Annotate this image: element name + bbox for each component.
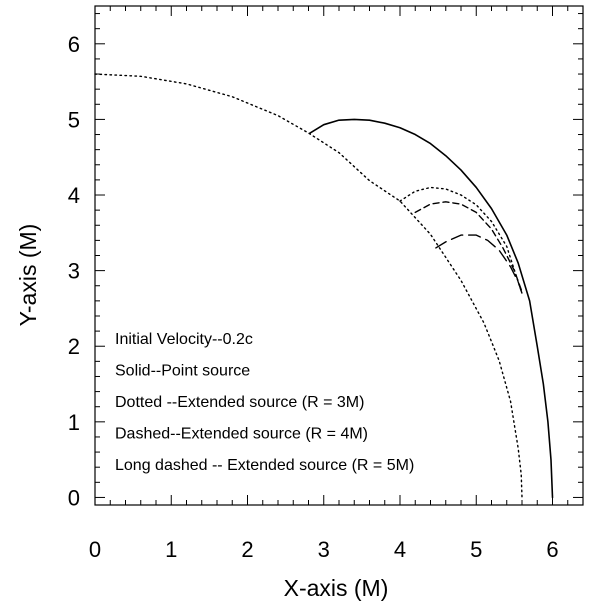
y-tick-label: 2 xyxy=(68,334,80,359)
y-tick-label: 0 xyxy=(68,485,80,510)
y-tick-label: 3 xyxy=(68,259,80,284)
y-axis-title: Y-axis (M) xyxy=(15,224,41,327)
curve-solid-1 xyxy=(309,118,554,499)
legend: Initial Velocity--0.2c Solid--Point sourc… xyxy=(115,331,414,474)
curve-dotted-0 xyxy=(94,73,523,499)
x-tick-label: 6 xyxy=(546,537,558,562)
legend-line-5: Long dashed -- Extended source (R = 5M) xyxy=(115,457,414,474)
legend-line-4: Dashed--Extended source (R = 4M) xyxy=(115,426,368,443)
y-tick-label: 5 xyxy=(68,107,80,132)
y-tick-label: 4 xyxy=(68,183,80,208)
x-tick-label: 1 xyxy=(165,537,177,562)
tick-labels: 0 1 2 3 4 5 6 0 1 2 3 4 5 6 xyxy=(68,32,559,562)
x-tick-label: 4 xyxy=(394,537,406,562)
x-tick-label: 5 xyxy=(470,537,482,562)
curve-dashed-3 xyxy=(414,201,523,293)
legend-line-2: Solid--Point source xyxy=(115,363,250,380)
y-tick-label: 1 xyxy=(68,410,80,435)
x-tick-label: 0 xyxy=(89,537,101,562)
curves xyxy=(94,73,554,499)
legend-line-3: Dotted --Extended source (R = 3M) xyxy=(115,394,364,411)
curve-dotted-2 xyxy=(399,186,523,294)
curve-long-dashed-4 xyxy=(435,234,523,294)
axis-ticks xyxy=(94,6,584,505)
y-tick-label: 6 xyxy=(68,32,80,57)
x-tick-label: 2 xyxy=(241,537,253,562)
legend-line-1: Initial Velocity--0.2c xyxy=(115,331,253,348)
x-axis-title: X-axis (M) xyxy=(284,575,389,601)
x-tick-label: 3 xyxy=(318,537,330,562)
